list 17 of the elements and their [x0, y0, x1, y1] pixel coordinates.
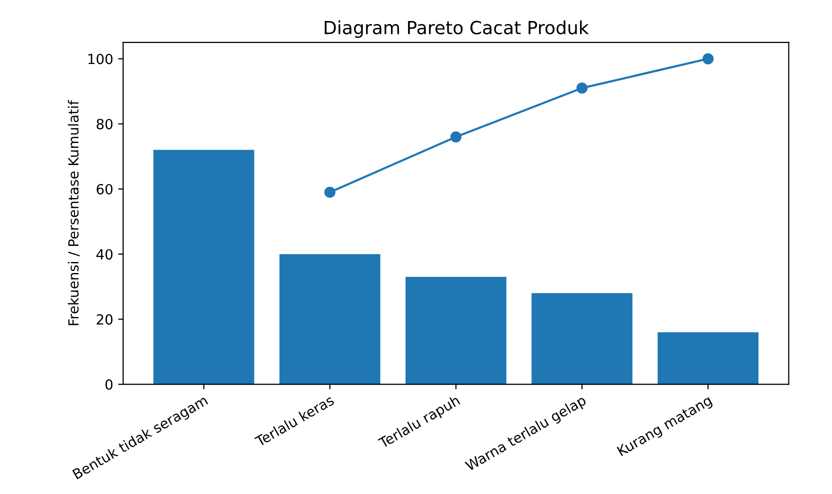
point [450, 131, 462, 142]
y-tick-label: 80 [96, 118, 112, 130]
point [702, 53, 714, 64]
bar [153, 150, 254, 384]
point [324, 186, 336, 198]
bar [532, 293, 632, 384]
y-tick-label: 20 [96, 314, 112, 325]
y-tick-label: 40 [96, 249, 112, 260]
y-tick-label: 60 [96, 184, 112, 194]
y-axis-title: Frekuensi / Persentase Kumulatif [68, 100, 80, 326]
bar [658, 332, 758, 384]
bar [406, 276, 506, 384]
bar [279, 254, 380, 384]
point [576, 82, 588, 94]
y-tick-label: 0 [105, 379, 112, 390]
y-tick-label: 100 [88, 54, 112, 64]
chart-title: Diagram Pareto Cacat Produk [324, 20, 589, 38]
